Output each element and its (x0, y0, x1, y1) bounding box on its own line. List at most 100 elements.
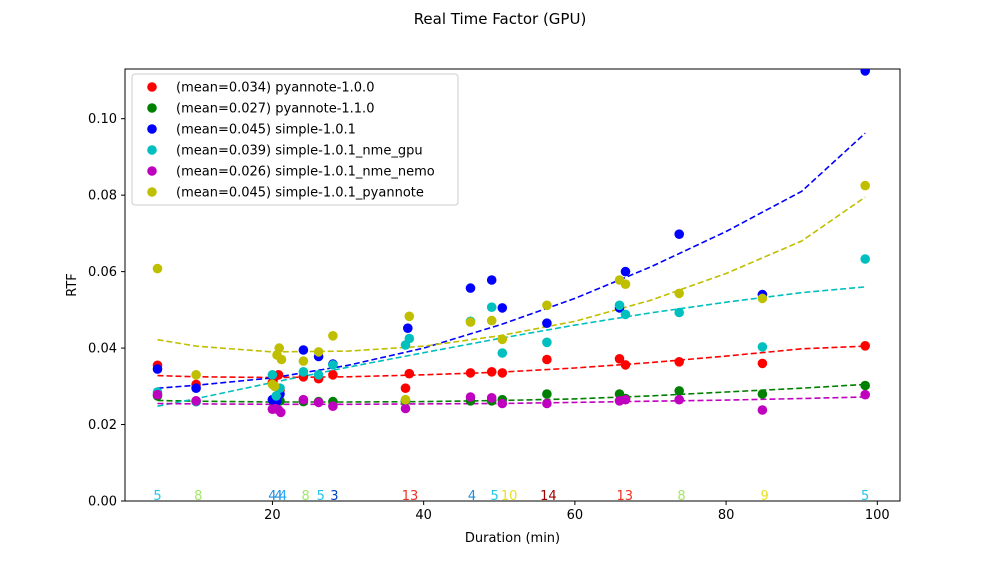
data-point-series-2 (674, 229, 684, 239)
count-annotation: 4 (274, 489, 282, 504)
data-point-series-3 (860, 254, 870, 264)
data-point-series-0 (620, 360, 631, 370)
data-point-series-5 (298, 356, 309, 366)
data-point-series-0 (400, 383, 411, 394)
legend-marker (147, 166, 157, 176)
data-point-series-5 (191, 370, 201, 380)
data-point-series-5 (757, 293, 768, 304)
data-point-series-2 (620, 266, 631, 277)
y-tick-label: 0.00 (88, 495, 117, 510)
legend-entry-label: (mean=0.034) pyannote-1.0.0 (176, 81, 374, 96)
data-point-series-0 (757, 358, 768, 369)
trend-line-series-0 (157, 345, 866, 379)
y-tick-label: 0.10 (88, 112, 117, 127)
legend-entry-label: (mean=0.039) simple-1.0.1_nme_gpu (176, 144, 423, 159)
data-point-series-5 (274, 343, 285, 353)
trend-line-series-2 (157, 132, 866, 389)
data-point-series-0 (465, 368, 476, 378)
count-annotation: 4 (268, 489, 276, 504)
data-point-series-3 (313, 370, 324, 380)
x-tick-label: 100 (865, 508, 890, 523)
data-point-series-1 (860, 380, 870, 391)
data-point-series-1 (542, 389, 552, 399)
legend-entry-label: (mean=0.045) simple-1.0.1_pyannote (176, 186, 424, 201)
legend-entry-label: (mean=0.045) simple-1.0.1 (176, 123, 356, 138)
chart-title: Real Time Factor (GPU) (414, 10, 587, 28)
x-tick-label: 40 (415, 508, 432, 523)
data-point-series-4 (298, 394, 309, 405)
data-point-series-2 (486, 275, 497, 285)
data-point-series-4 (400, 403, 411, 414)
count-annotation: 10 (501, 489, 518, 504)
data-point-series-3 (486, 302, 497, 313)
x-tick-label: 80 (718, 508, 735, 523)
data-point-series-5 (620, 279, 631, 290)
data-point-series-4 (276, 407, 286, 418)
data-point-series-3 (620, 309, 631, 320)
count-annotation: 5 (861, 489, 869, 504)
data-point-series-3 (328, 360, 338, 370)
trend-line-series-3 (157, 286, 866, 407)
y-tick-label: 0.02 (88, 418, 117, 433)
data-point-series-0 (860, 341, 870, 351)
data-point-series-3 (674, 307, 684, 318)
count-annotation: 4 (468, 489, 476, 504)
trend-line-series-1 (157, 383, 866, 403)
data-point-series-4 (674, 394, 684, 405)
y-tick-label: 0.04 (88, 342, 117, 357)
legend-marker (147, 187, 157, 197)
data-point-series-1 (757, 389, 768, 399)
y-tick-label: 0.08 (88, 189, 117, 204)
data-point-series-0 (614, 354, 625, 364)
data-point-series-5 (276, 354, 287, 365)
data-point-series-0 (486, 367, 497, 377)
data-point-series-2 (860, 69, 870, 76)
y-tick-label: 0.06 (88, 265, 117, 280)
data-point-series-0 (542, 354, 552, 365)
data-point-series-3 (614, 300, 625, 311)
data-point-series-5 (465, 317, 476, 327)
data-point-series-2 (465, 283, 476, 293)
data-point-series-4 (860, 389, 870, 400)
data-point-series-2 (152, 364, 163, 374)
data-point-series-4 (620, 394, 631, 405)
data-point-series-2 (403, 323, 413, 334)
data-point-series-3 (757, 342, 768, 352)
count-annotation: 5 (153, 489, 161, 504)
count-annotation: 5 (491, 489, 499, 504)
count-annotation: 9 (761, 489, 769, 504)
data-point-series-0 (497, 368, 508, 378)
count-annotation: 4 (279, 489, 287, 504)
count-annotation: 3 (330, 489, 338, 504)
data-point-series-0 (328, 370, 338, 380)
data-point-series-5 (486, 315, 497, 326)
data-point-series-3 (404, 333, 415, 344)
data-point-series-3 (497, 348, 508, 358)
data-point-series-4 (465, 392, 476, 402)
legend-marker (147, 103, 157, 113)
data-point-series-4 (152, 389, 163, 400)
legend-marker (147, 82, 157, 92)
data-point-series-1 (674, 386, 684, 396)
data-point-series-5 (497, 334, 508, 345)
data-point-series-4 (497, 398, 508, 409)
data-point-series-0 (674, 357, 684, 367)
data-point-series-5 (328, 331, 338, 341)
legend-entry-label: (mean=0.027) pyannote-1.1.0 (176, 102, 374, 117)
count-annotation: 8 (194, 489, 202, 504)
data-point-series-2 (542, 318, 552, 329)
legend-box (131, 73, 459, 206)
count-annotation: 8 (677, 489, 685, 504)
data-point-series-5 (152, 263, 163, 274)
data-point-series-4 (328, 401, 338, 412)
x-axis-title: Duration (min) (465, 531, 560, 546)
data-point-series-5 (542, 300, 552, 311)
data-point-series-3 (271, 391, 282, 401)
legend-marker (147, 124, 157, 134)
y-axis-title: RTF (65, 273, 80, 297)
data-point-series-3 (542, 337, 552, 348)
data-point-series-3 (298, 367, 309, 377)
x-tick-label: 20 (264, 508, 281, 523)
